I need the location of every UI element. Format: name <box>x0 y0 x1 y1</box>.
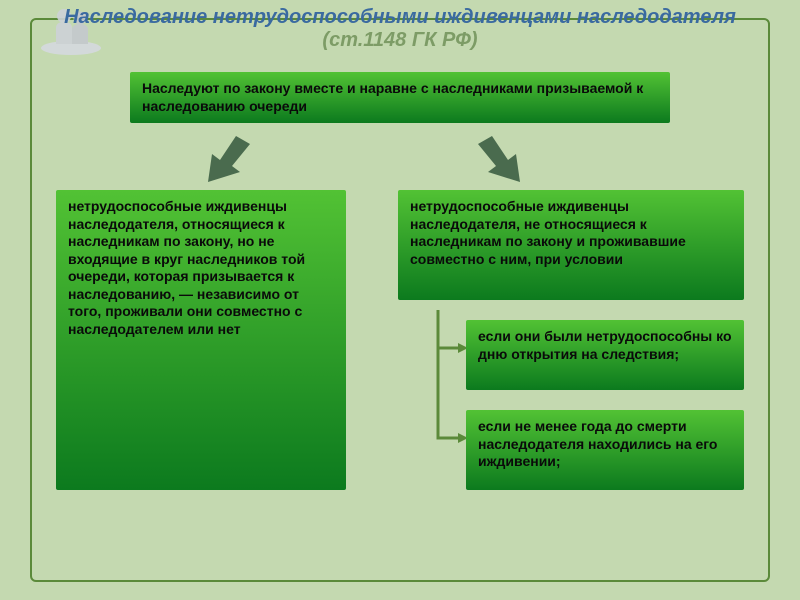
connector-bracket-icon <box>408 310 468 490</box>
page-title: Наследование нетрудоспособными иждивенца… <box>40 6 760 52</box>
box-left-text: нетрудоспособные иждивенцы наследодателя… <box>68 198 305 337</box>
box-top: Наследуют по закону вместе и наравне с н… <box>130 72 670 123</box>
box-cond1-text: если они были нетрудоспособны ко дню отк… <box>478 328 732 362</box>
box-top-text: Наследуют по закону вместе и наравне с н… <box>142 80 643 114</box>
title-main: Наследование нетрудоспособными иждивенца… <box>64 6 736 28</box>
box-left: нетрудоспособные иждивенцы наследодателя… <box>56 190 346 490</box>
box-right-top: нетрудоспособные иждивенцы наследодателя… <box>398 190 744 300</box>
arrow-down-right-icon <box>470 132 530 186</box>
box-condition-1: если они были нетрудоспособны ко дню отк… <box>466 320 744 390</box>
page-root: Наследование нетрудоспособными иждивенца… <box>0 0 800 600</box>
box-right-top-text: нетрудоспособные иждивенцы наследодателя… <box>410 198 686 267</box>
box-cond2-text: если не менее года до смерти наследодате… <box>478 418 717 469</box>
arrow-down-left-icon <box>198 132 258 186</box>
title-ref: (ст.1148 ГК РФ) <box>322 29 477 51</box>
box-condition-2: если не менее года до смерти наследодате… <box>466 410 744 490</box>
